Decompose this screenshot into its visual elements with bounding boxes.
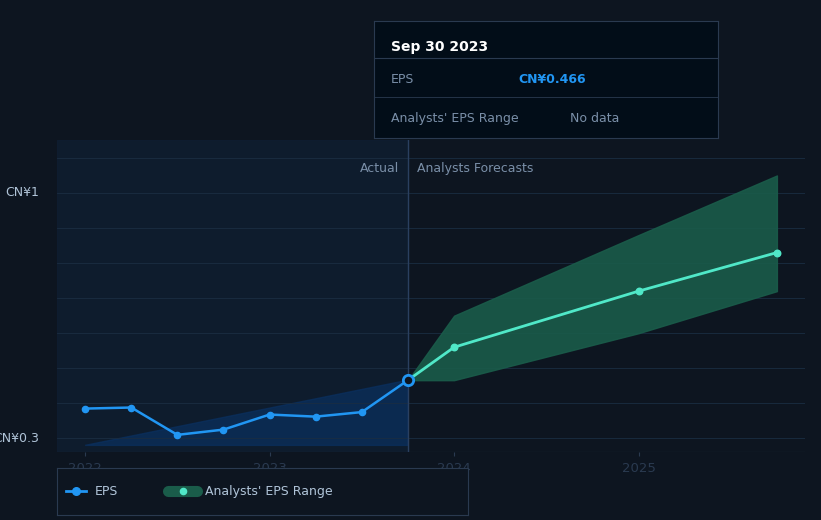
Text: Analysts Forecasts: Analysts Forecasts (417, 162, 534, 175)
Text: Sep 30 2023: Sep 30 2023 (391, 40, 488, 54)
Text: Analysts' EPS Range: Analysts' EPS Range (391, 112, 518, 125)
Point (310, 412, 323, 421)
Text: EPS: EPS (94, 485, 117, 498)
Point (217, 425, 230, 434)
Text: Actual: Actual (360, 162, 399, 175)
Point (447, 343, 461, 352)
Text: EPS: EPS (391, 73, 414, 86)
Bar (57, 140, 408, 452)
Point (401, 376, 415, 384)
Point (632, 287, 645, 295)
Text: No data: No data (570, 112, 620, 125)
Point (171, 431, 184, 439)
Text: Analysts' EPS Range: Analysts' EPS Range (205, 485, 333, 498)
Point (70, 487, 83, 496)
Point (177, 487, 190, 496)
Point (79, 405, 92, 413)
Point (770, 249, 783, 257)
Polygon shape (85, 380, 408, 446)
Point (125, 404, 138, 412)
Text: CN¥0.3: CN¥0.3 (0, 432, 39, 445)
Text: CN¥0.466: CN¥0.466 (518, 73, 586, 86)
Point (355, 408, 369, 416)
Point (263, 410, 276, 419)
Text: CN¥1: CN¥1 (5, 187, 39, 200)
